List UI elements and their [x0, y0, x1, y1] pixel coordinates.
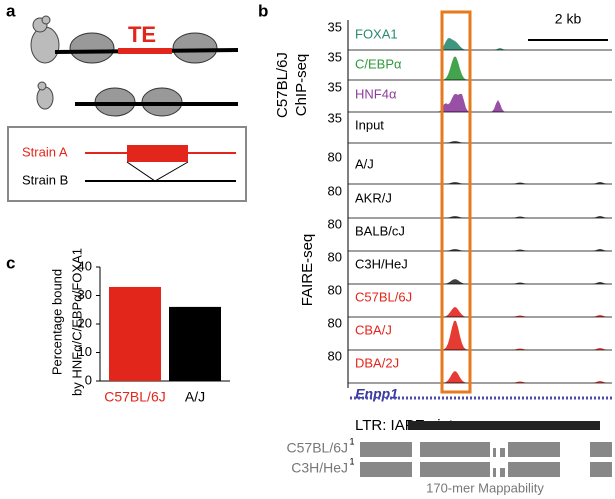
- mappability-bar: [420, 462, 490, 477]
- mappability-bar: [590, 442, 612, 457]
- panel-label: c: [6, 253, 15, 272]
- track-name: AKR/J: [355, 190, 392, 205]
- mappability-bar: [500, 448, 505, 457]
- group-label: ChIP-seq: [293, 54, 310, 117]
- mappability-bar: [508, 442, 560, 457]
- mappability-bar: [360, 462, 412, 477]
- track-name: DBA/2J: [355, 355, 399, 370]
- track-scale: 80: [328, 315, 342, 330]
- track-scale: 35: [328, 19, 342, 34]
- bar: [109, 286, 161, 381]
- track-scale: 80: [328, 149, 342, 164]
- group-label: FAIRE-seq: [299, 234, 316, 307]
- mappability-bar: [420, 442, 490, 457]
- x-tick-label: A/J: [185, 389, 205, 405]
- mappability-name: C57BL/6J: [287, 440, 348, 456]
- y-tick-label: 40: [78, 258, 92, 273]
- te-block: [127, 145, 188, 162]
- x-tick-label: C57BL/6J: [104, 389, 165, 405]
- track-name: BALB/cJ: [355, 223, 405, 238]
- y-axis-label: by HNFα/C/EBPα/FOXA1: [69, 248, 84, 396]
- track-signal: [350, 279, 612, 284]
- mappability-bar: [360, 442, 412, 457]
- track-name: Input: [355, 117, 384, 132]
- y-axis-label: Percentage bound: [49, 269, 64, 375]
- track-name: C3H/HeJ: [355, 256, 408, 271]
- track-scale: 80: [328, 348, 342, 363]
- highlight-box: [440, 10, 472, 394]
- track-scale: 35: [328, 79, 342, 94]
- mappability-bar: [508, 462, 560, 477]
- mappability-bar: [500, 468, 505, 477]
- track-name: C/EBPα: [355, 56, 402, 71]
- group-label: C57BL/6J: [274, 52, 291, 118]
- scale-bar-label: 2 kb: [555, 11, 582, 27]
- y-tick-label: 10: [78, 344, 92, 359]
- track-name: A/J: [355, 156, 374, 171]
- track-scale: 80: [328, 216, 342, 231]
- y-tick-label: 0: [85, 372, 92, 387]
- bar: [169, 306, 221, 381]
- mappability-max: 1: [349, 436, 354, 446]
- y-tick-label: 20: [78, 315, 92, 330]
- track-scale: 35: [328, 110, 342, 125]
- track-name: FOXA1: [355, 26, 398, 41]
- legend-box: [7, 126, 247, 202]
- ltr-bar: [408, 421, 600, 430]
- mappability-bar: [493, 448, 496, 457]
- te-label: TE: [128, 22, 156, 47]
- track-signal: [350, 307, 612, 317]
- deletion: [126, 161, 189, 182]
- track-name: HNF4α: [355, 86, 397, 101]
- mappability-name: C3H/HeJ: [291, 460, 348, 476]
- track-scale: 80: [328, 183, 342, 198]
- track-scale: 80: [328, 282, 342, 297]
- y-tick-label: 30: [78, 287, 92, 302]
- track-scale: 80: [328, 249, 342, 264]
- strain-label: Strain A: [22, 144, 68, 159]
- track-name: CBA/J: [355, 322, 392, 337]
- mappability-bar: [493, 468, 496, 477]
- mappability-label: 170-mer Mappability: [426, 480, 544, 495]
- mouse-icon: [30, 15, 60, 110]
- strain-label: Strain B: [22, 172, 68, 187]
- mappability-bar: [590, 462, 612, 477]
- track-signal: [350, 371, 612, 383]
- mappability-max: 1: [349, 456, 354, 466]
- track-name: C57BL/6J: [355, 289, 412, 304]
- track-scale: 35: [328, 49, 342, 64]
- panel-label: b: [258, 1, 268, 20]
- panel-label: a: [6, 1, 16, 20]
